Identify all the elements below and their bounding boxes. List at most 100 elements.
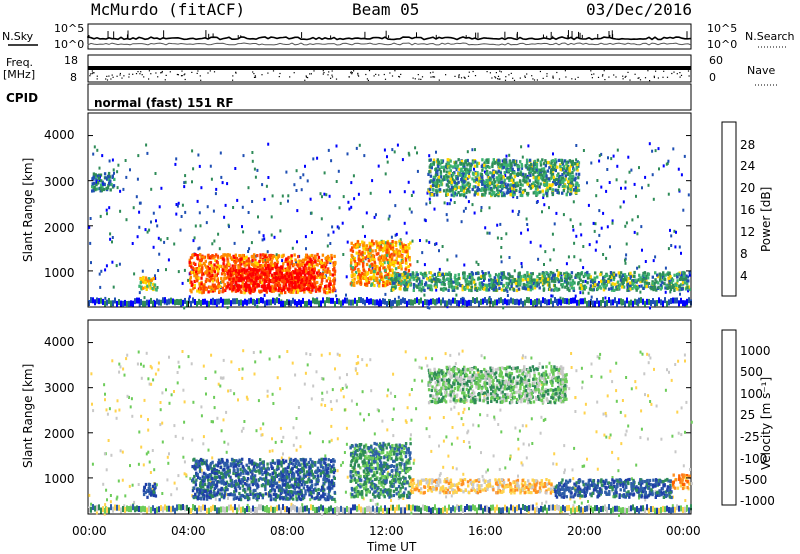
- power-echo-pixel: [221, 279, 224, 283]
- power-echo-pixel: [378, 279, 381, 283]
- power-ground-pixel: [116, 300, 118, 307]
- power-pixel: [651, 149, 654, 153]
- power-echo-pixel: [293, 253, 296, 257]
- power-echo-pixel: [386, 280, 389, 284]
- nave-dot: [350, 72, 352, 74]
- power-echo-pixel: [554, 168, 557, 173]
- power-ground-pixel: [372, 299, 374, 306]
- power-echo-pixel: [439, 172, 443, 176]
- power-echo-pixel: [145, 277, 148, 281]
- power-echo-pixel: [374, 265, 378, 269]
- power-echo-pixel: [374, 249, 377, 253]
- power-pixel: [113, 171, 115, 175]
- power-echo-pixel: [278, 266, 281, 270]
- nave-dot: [177, 74, 179, 76]
- date-title: 03/Dec/2016: [586, 0, 692, 19]
- power-echo-pixel: [253, 287, 257, 291]
- nave-dot: [627, 71, 629, 73]
- power-echo-pixel: [568, 288, 571, 293]
- power-pixel: [104, 296, 107, 300]
- power-echo-pixel: [309, 254, 312, 258]
- power-echo-pixel: [526, 283, 529, 287]
- power-pixel: [426, 191, 429, 195]
- power-cbtick-28: 28: [740, 138, 756, 152]
- power-echo-pixel: [358, 249, 361, 253]
- power-echo-pixel: [350, 258, 353, 262]
- power-echo-pixel: [576, 186, 579, 191]
- power-echo-pixel: [388, 256, 392, 260]
- power-ground-pixel: [362, 298, 364, 305]
- power-pixel: [600, 152, 603, 156]
- power-pixel: [604, 296, 607, 300]
- power-echo-pixel: [534, 278, 537, 283]
- power-pixel: [247, 211, 250, 214]
- power-pixel: [96, 148, 99, 152]
- power-ground-pixel: [360, 297, 362, 304]
- power-echo-pixel: [467, 280, 470, 284]
- power-echo-pixel: [382, 278, 385, 282]
- power-echo-pixel: [613, 273, 616, 277]
- power-echo-pixel: [475, 177, 478, 182]
- power-echo-pixel: [332, 263, 335, 267]
- power-ground-pixel: [192, 297, 194, 304]
- power-echo-pixel: [223, 273, 226, 277]
- power-pixel: [602, 253, 605, 256]
- power-echo-pixel: [525, 175, 528, 180]
- power-echo-pixel: [225, 253, 228, 257]
- power-echo-pixel: [676, 287, 679, 291]
- power-pixel: [242, 230, 245, 234]
- power-ground-pixel: [376, 299, 378, 306]
- power-echo-pixel: [564, 174, 567, 178]
- power-echo-pixel: [274, 256, 278, 260]
- nave-dot: [161, 72, 163, 74]
- power-echo-pixel: [366, 249, 370, 253]
- power-pixel: [154, 172, 157, 175]
- power-ground-pixel: [316, 298, 318, 305]
- power-echo-pixel: [455, 181, 458, 185]
- power-ground-pixel: [290, 300, 292, 307]
- power-echo-pixel: [554, 158, 557, 162]
- nave-dot: [191, 71, 193, 73]
- power-echo-pixel: [379, 272, 382, 276]
- power-echo-pixel: [439, 189, 442, 193]
- power-pixel: [300, 188, 303, 192]
- nave-dot: [552, 77, 554, 79]
- power-echo-pixel: [658, 278, 662, 282]
- power-echo-pixel: [233, 264, 237, 269]
- power-pixel: [410, 210, 413, 214]
- power-echo-pixel: [267, 282, 270, 286]
- power-echo-pixel: [194, 267, 197, 271]
- power-pixel: [350, 205, 353, 209]
- power-echo-pixel: [593, 279, 597, 283]
- power-echo-pixel: [593, 280, 596, 285]
- power-echo-pixel: [432, 180, 435, 184]
- power-echo-pixel: [486, 183, 489, 187]
- power-echo-pixel: [565, 271, 568, 275]
- power-pixel: [412, 286, 415, 290]
- power-echo-pixel: [404, 245, 407, 250]
- power-pixel: [117, 163, 120, 167]
- power-ground-pixel: [124, 299, 126, 306]
- power-echo-pixel: [470, 288, 473, 293]
- power-pixel: [157, 236, 160, 240]
- power-pixel: [390, 305, 393, 309]
- power-echo-pixel: [333, 279, 336, 283]
- power-echo-pixel: [669, 275, 672, 279]
- power-echo-pixel: [211, 266, 215, 270]
- power-echo-pixel: [486, 164, 490, 169]
- power-echo-pixel: [371, 253, 375, 257]
- power-ground-pixel: [98, 298, 100, 305]
- power-echo-pixel: [288, 265, 291, 269]
- power-echo-pixel: [576, 275, 579, 279]
- power-echo-pixel: [386, 282, 389, 286]
- nave-dot: [590, 70, 592, 72]
- power-echo-pixel: [231, 271, 234, 275]
- power-echo-pixel: [641, 279, 644, 283]
- nave-dot: [108, 75, 110, 77]
- power-pixel: [407, 180, 410, 184]
- power-pixel: [263, 197, 266, 201]
- power-echo-pixel: [461, 182, 464, 186]
- power-echo-pixel: [578, 286, 581, 290]
- power-echo-pixel: [367, 247, 370, 252]
- power-echo-pixel: [256, 265, 260, 269]
